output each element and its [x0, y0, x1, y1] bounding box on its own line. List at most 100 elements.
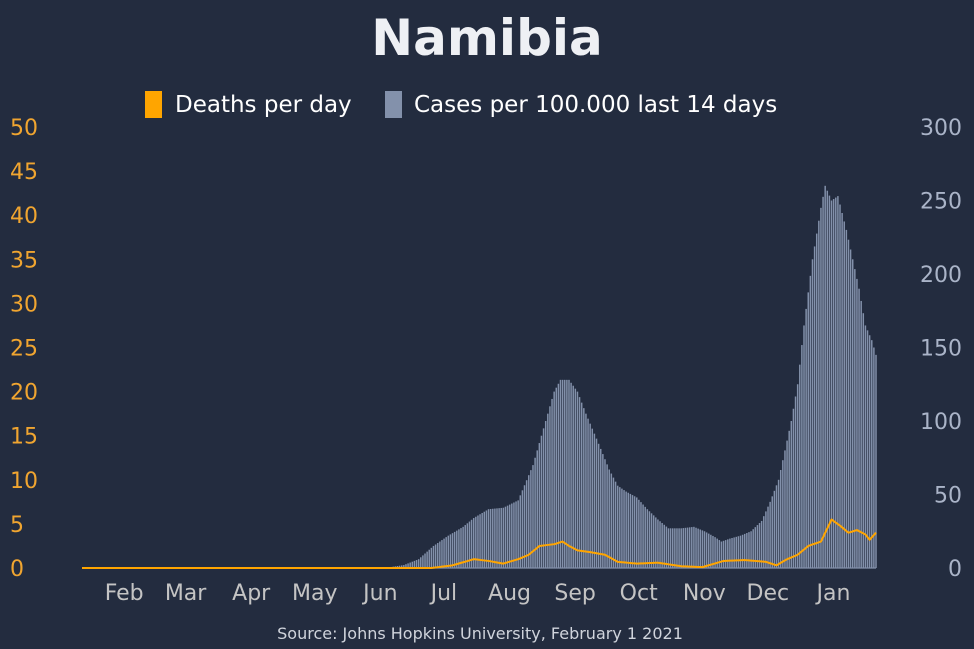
cases-bar: [674, 528, 676, 568]
cases-bar: [642, 504, 644, 568]
cases-bar: [415, 560, 418, 568]
cases-bar: [551, 398, 553, 568]
cases-bar: [737, 536, 740, 568]
cases-bar: [405, 564, 407, 568]
cases-bar: [824, 185, 826, 569]
cases-bar: [640, 502, 642, 568]
cases-bar: [868, 335, 871, 568]
left-tick-label: 20: [10, 381, 38, 406]
cases-bar: [483, 511, 486, 568]
cases-bar: [462, 526, 464, 568]
cases-bar: [733, 537, 735, 568]
cases-bar: [502, 507, 505, 568]
cases-bar: [686, 527, 689, 568]
cases-bar: [638, 499, 640, 568]
cases-bar: [436, 543, 439, 568]
cases-bar: [773, 490, 776, 568]
cases-bar: [672, 528, 674, 568]
x-tick-label: Jul: [429, 581, 458, 606]
legend-cases-swatch: [385, 91, 402, 118]
cases-bar: [809, 275, 812, 568]
cases-bar: [475, 516, 477, 568]
cases-bar: [485, 510, 488, 568]
cases-bar: [572, 385, 574, 568]
cases-bar: [856, 278, 858, 568]
cases-bar: [519, 495, 522, 568]
cases-bar: [847, 239, 850, 568]
cases-bar: [729, 538, 731, 568]
source-note: Source: Johns Hopkins University, Februa…: [277, 624, 683, 643]
cases-bar: [513, 502, 515, 568]
cases-bar: [718, 540, 721, 568]
cases-bar: [862, 313, 865, 568]
cases-bar: [636, 497, 638, 568]
cases-bar: [511, 503, 513, 568]
cases-bar: [439, 541, 441, 568]
cases-bar: [756, 525, 759, 568]
cases-bar: [841, 213, 843, 568]
cases-bar: [426, 551, 428, 568]
cases-bar: [716, 538, 718, 568]
cases-bar: [578, 397, 581, 568]
cases-bar: [807, 292, 809, 569]
cases-bar: [472, 518, 475, 568]
cases-bar: [691, 527, 693, 568]
cases-bar: [860, 300, 862, 568]
cases-bar: [470, 519, 473, 568]
cases-bar: [792, 408, 795, 568]
cases-bar: [828, 195, 831, 568]
cases-bar: [417, 559, 420, 568]
cases-bar: [549, 406, 551, 568]
deaths-line: [82, 518, 877, 569]
cases-bar: [612, 477, 615, 568]
cases-bar: [468, 521, 471, 568]
cases-bar: [875, 354, 877, 568]
cases-bar: [589, 423, 591, 568]
cases-bar: [536, 450, 538, 568]
x-tick-label: Oct: [620, 581, 658, 606]
cases-bar: [580, 402, 583, 569]
cases-bar: [398, 565, 401, 568]
cases-bar: [557, 383, 560, 568]
right-tick-label: 50: [934, 484, 962, 509]
cases-bar: [606, 464, 608, 568]
cases-bar: [657, 519, 659, 568]
cases-bar: [413, 560, 416, 568]
cases-bar: [822, 196, 824, 568]
x-tick-label: Dec: [747, 581, 790, 606]
cases-bar: [805, 308, 807, 568]
cases-bar: [500, 507, 502, 568]
cases-bar: [669, 528, 672, 568]
legend-cases-label: Cases per 100.000 last 14 days: [414, 92, 777, 118]
cases-bar: [523, 485, 526, 568]
right-tick-label: 100: [920, 410, 962, 435]
cases-bar: [851, 259, 854, 568]
cases-bar: [650, 513, 653, 568]
cases-bar: [434, 544, 437, 568]
cases-bar: [667, 528, 670, 568]
cases-bar: [570, 382, 572, 568]
cases-bar: [621, 488, 623, 568]
cases-bar: [547, 413, 549, 568]
cases-bar: [684, 527, 687, 568]
cases-bar: [714, 537, 716, 568]
cases-bar: [835, 197, 837, 568]
cases-bar: [534, 457, 536, 568]
cases-bar: [625, 491, 627, 568]
cases-bar: [724, 540, 727, 568]
cases-bar: [566, 379, 568, 568]
cases-bar: [481, 512, 483, 568]
cases-bar: [775, 485, 778, 568]
cases-bar: [525, 480, 528, 568]
cases-bar: [813, 246, 816, 568]
cases-bar: [460, 528, 462, 568]
cases-bar: [515, 501, 517, 568]
cases-bar: [710, 534, 712, 568]
cases-bar: [443, 538, 445, 568]
cases-bar: [811, 259, 814, 568]
cases-bar: [803, 325, 805, 568]
x-tick-label: Nov: [683, 581, 726, 606]
cases-bar: [424, 553, 426, 568]
cases-bar: [659, 521, 661, 568]
